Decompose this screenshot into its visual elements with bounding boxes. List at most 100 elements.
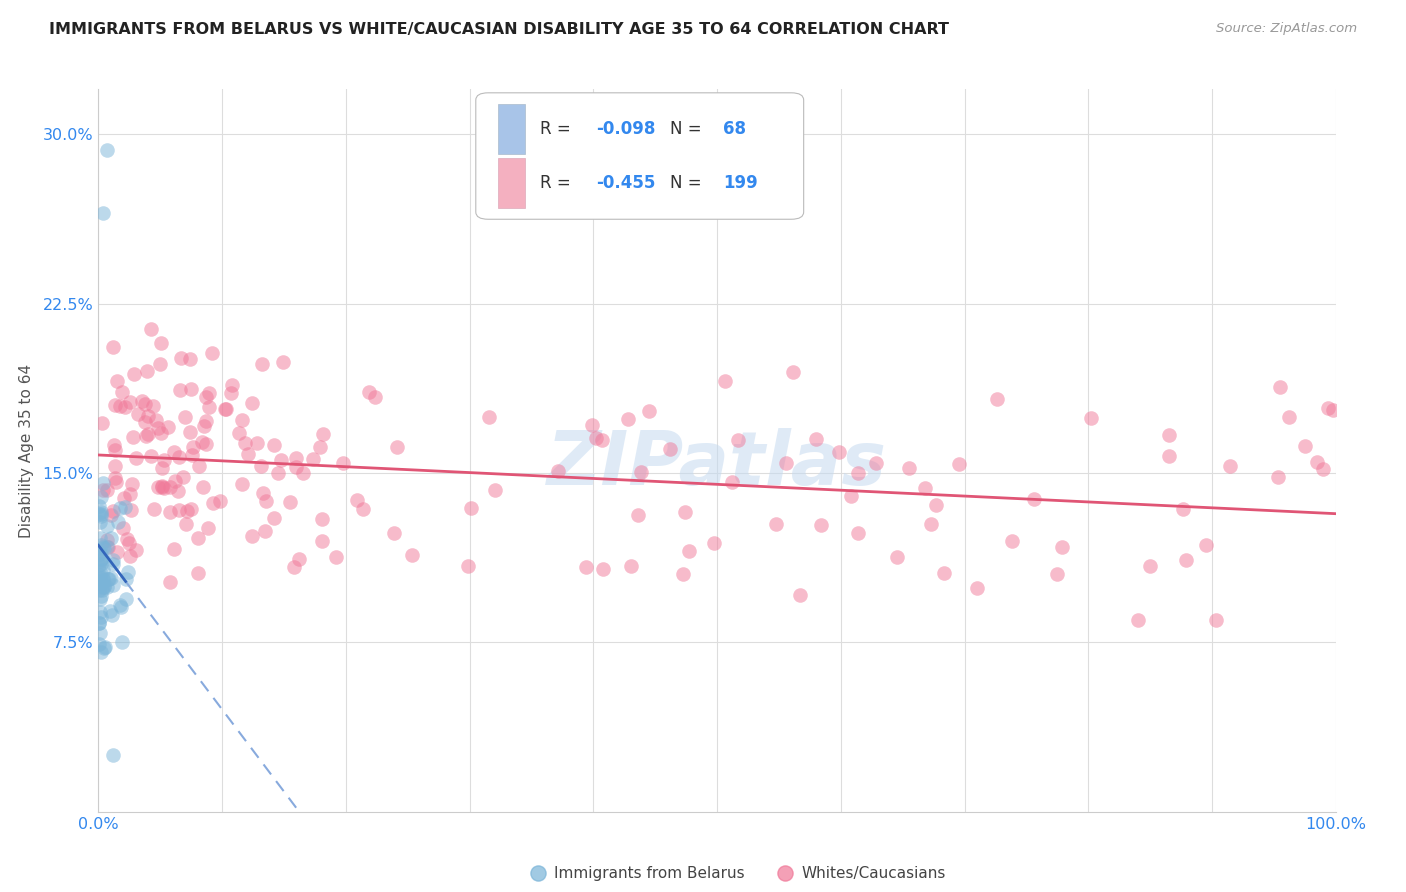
Point — [311, 512, 333, 526]
Point — [1294, 439, 1316, 453]
Point — [221, 386, 243, 401]
Point — [194, 390, 217, 404]
Point — [1171, 501, 1194, 516]
Point — [90, 550, 112, 565]
Point — [89, 591, 111, 606]
Point — [101, 578, 124, 592]
Point — [359, 385, 381, 400]
Point — [630, 465, 652, 479]
Point — [1052, 540, 1074, 554]
Point — [270, 453, 292, 467]
Point — [288, 552, 311, 566]
Point — [87, 547, 110, 561]
Point — [89, 507, 111, 521]
Point — [111, 384, 134, 399]
Point — [385, 440, 408, 454]
Point — [110, 599, 132, 613]
Point — [181, 448, 204, 462]
Point — [163, 445, 186, 459]
Point — [120, 549, 142, 564]
Point — [90, 610, 112, 624]
Point — [208, 494, 231, 508]
Point — [846, 466, 869, 480]
Point — [87, 637, 110, 651]
Point — [1128, 613, 1150, 627]
Point — [187, 566, 209, 580]
Point — [135, 429, 157, 443]
Point — [897, 460, 920, 475]
Point — [198, 400, 221, 414]
Point — [100, 531, 122, 545]
Point — [714, 374, 737, 388]
Point — [134, 416, 156, 430]
Point — [1278, 409, 1301, 424]
Text: 68: 68 — [723, 120, 747, 138]
Point — [134, 397, 156, 411]
Point — [91, 573, 114, 587]
Point — [122, 367, 145, 381]
Point — [104, 458, 127, 473]
Point — [112, 491, 135, 506]
Point — [91, 541, 114, 555]
Point — [150, 479, 173, 493]
Point — [96, 143, 118, 157]
Point — [89, 564, 111, 578]
Point — [153, 452, 176, 467]
Point — [1267, 469, 1289, 483]
Point — [146, 421, 169, 435]
Point — [142, 399, 165, 413]
Point — [311, 534, 333, 549]
Point — [105, 544, 128, 558]
Point — [136, 427, 159, 442]
Point — [157, 419, 180, 434]
Point — [789, 589, 811, 603]
Text: N =: N = — [671, 174, 707, 192]
Point — [782, 365, 804, 379]
Point — [302, 452, 325, 467]
Point — [100, 508, 122, 522]
Point — [460, 501, 482, 516]
Text: Whites/Caucasians: Whites/Caucasians — [801, 865, 946, 880]
Point — [150, 461, 173, 475]
Point — [478, 409, 501, 424]
Point — [131, 394, 153, 409]
Point — [236, 447, 259, 461]
Point — [96, 483, 118, 497]
Point — [1080, 411, 1102, 425]
Point — [187, 532, 209, 546]
Point — [90, 583, 112, 598]
Point — [93, 541, 115, 555]
Point — [194, 436, 217, 450]
Y-axis label: Disability Age 35 to 64: Disability Age 35 to 64 — [20, 363, 34, 538]
Point — [101, 608, 124, 623]
Point — [810, 517, 832, 532]
Point — [93, 580, 115, 594]
Point — [153, 481, 176, 495]
Point — [252, 486, 274, 500]
FancyBboxPatch shape — [475, 93, 804, 219]
Text: -0.455: -0.455 — [596, 174, 655, 192]
Point — [703, 536, 725, 550]
Point — [145, 413, 167, 427]
Point — [592, 561, 614, 575]
Point — [727, 433, 749, 447]
Point — [250, 458, 273, 473]
Point — [159, 505, 181, 519]
Point — [149, 335, 172, 350]
Point — [585, 432, 607, 446]
Point — [291, 466, 314, 480]
Point — [283, 560, 305, 574]
Point — [104, 442, 127, 457]
Point — [1139, 558, 1161, 573]
Point — [187, 458, 209, 473]
Point — [90, 416, 112, 430]
Point — [143, 502, 166, 516]
Point — [105, 475, 128, 490]
Point — [159, 480, 181, 494]
Text: IMMIGRANTS FROM BELARUS VS WHITE/CAUCASIAN DISABILITY AGE 35 TO 64 CORRELATION C: IMMIGRANTS FROM BELARUS VS WHITE/CAUCASI… — [49, 22, 949, 37]
Point — [94, 640, 117, 654]
Point — [114, 400, 136, 414]
Point — [1174, 553, 1197, 567]
Point — [172, 470, 194, 484]
Point — [170, 351, 193, 365]
